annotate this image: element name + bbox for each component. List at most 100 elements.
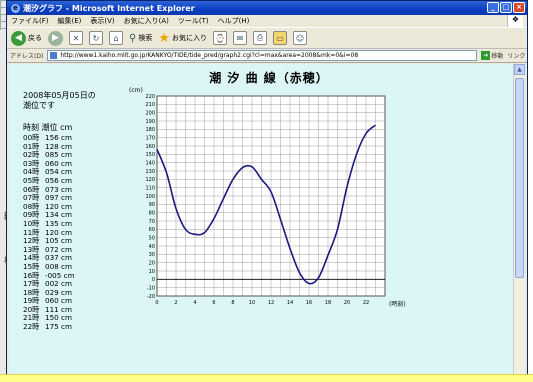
menu-help[interactable]: ヘルプ(H) (217, 17, 250, 25)
tide-time: 00時 (23, 133, 40, 142)
tide-time: 09時 (23, 210, 40, 220)
print-button[interactable]: ⎙ (252, 31, 267, 45)
folder-button[interactable]: ▭ (272, 31, 287, 45)
favorites-label: お気に入り (171, 34, 207, 42)
y-tick-label: 70 (149, 219, 155, 225)
browser-window: e 潮汐グラフ - Microsoft Internet Explorer _ … (6, 0, 528, 376)
tide-row: 11時 120 cm (23, 227, 123, 238)
forward-button[interactable]: ▶ (48, 30, 63, 46)
scroll-thumb[interactable] (515, 78, 524, 278)
y-tick-label: 10 (149, 269, 155, 275)
tide-time: 04時 (23, 167, 40, 177)
refresh-button[interactable]: ↻ (89, 31, 103, 45)
date-line-1: 2008年05月05日の (23, 91, 96, 100)
tide-row: 10時 135 cm (23, 218, 123, 229)
tide-row: 21時 150 cm (23, 314, 123, 323)
tide-time: 14時 (23, 253, 40, 263)
tide-level: 060 cm (45, 296, 72, 306)
address-bar: アドレス(D) http://www1.kaiho.mlit.go.jp/KAN… (7, 49, 527, 63)
messenger-button[interactable]: ☺ (292, 31, 307, 45)
maximize-button[interactable]: □ (500, 2, 512, 13)
mail-button[interactable]: ✉ (232, 31, 247, 45)
menu-view[interactable]: 表示(V) (90, 17, 115, 25)
search-icon: ⚲ (129, 32, 137, 44)
favorites-star-icon: ★ (158, 30, 170, 46)
address-input[interactable]: http://www1.kaiho.mlit.go.jp/KANKYO/TIDE… (47, 50, 478, 61)
tide-level: 150 cm (45, 313, 72, 323)
menu-edit[interactable]: 編集(E) (57, 17, 82, 25)
tide-level: 037 cm (45, 253, 72, 263)
x-tick-labels: 0 2 4 6 8 10 12 14 16 18 20 22 (155, 300, 369, 306)
y-tick-label: 200 (145, 110, 155, 116)
x-tick-label: 0 (155, 300, 158, 306)
y-tick-label: 30 (149, 252, 155, 258)
window-controls: _ □ × (487, 2, 525, 13)
y-tick-label: 120 (145, 177, 155, 183)
back-arrow-icon: ◀ (11, 30, 26, 46)
back-label: 戻る (28, 34, 42, 42)
links-label[interactable]: リンク (507, 53, 526, 60)
vertical-scrollbar[interactable]: ▲ (513, 64, 525, 375)
y-tick-label: -20 (147, 294, 155, 300)
title-bar[interactable]: e 潮汐グラフ - Microsoft Internet Explorer _ … (7, 1, 527, 15)
home-button[interactable]: ⌂ (109, 31, 123, 45)
tide-time: 10時 (23, 218, 40, 228)
tide-level: 156 cm (45, 133, 72, 142)
y-tick-label: 160 (145, 144, 155, 150)
tide-level: 073 cm (45, 184, 72, 194)
tide-level: 134 cm (45, 210, 72, 220)
x-tick-label: 10 (249, 300, 255, 306)
tide-row: 16時 -005 cm (23, 271, 123, 281)
address-label: アドレス(D) (10, 53, 44, 60)
y-tick-label: 140 (145, 160, 155, 166)
ie-logo-icon: e (11, 3, 20, 13)
tide-row: 03時 060 cm (23, 158, 123, 169)
menu-favorites[interactable]: お気に入り(A) (123, 17, 169, 25)
x-tick-label: 20 (344, 300, 350, 306)
tide-time: 18時 (23, 287, 40, 297)
tide-level: 128 cm (45, 141, 72, 151)
tide-level: 120 cm (45, 201, 72, 211)
minimize-button[interactable]: _ (487, 2, 499, 13)
tide-time: 06時 (23, 184, 40, 194)
chart-title: 潮 汐 曲 線（赤穂） (209, 70, 329, 85)
y-tick-label: 170 (145, 135, 155, 141)
scroll-up-arrow-icon[interactable]: ▲ (514, 64, 525, 75)
tide-row: 02時 085 cm (23, 150, 123, 160)
tide-time: 20時 (23, 304, 40, 314)
x-tick-label: 14 (287, 300, 293, 306)
search-button[interactable]: ⚲ 検索 (129, 33, 152, 44)
chart-grid (156, 95, 386, 297)
tide-row: 01時 128 cm (23, 141, 123, 152)
tide-level: 060 cm (45, 158, 72, 168)
tide-time: 11時 (23, 227, 40, 237)
x-tick-label: 22 (363, 300, 369, 306)
x-tick-label: 8 (231, 300, 234, 306)
history-button[interactable]: ⌚ (212, 31, 227, 45)
tide-time: 21時 (23, 313, 40, 323)
tide-time: 05時 (23, 175, 40, 185)
tide-row: 15時 008 cm (23, 261, 123, 272)
tide-level: 008 cm (45, 261, 72, 271)
tide-time: 01時 (23, 141, 40, 151)
col-time-header: 時刻 (23, 123, 39, 132)
tide-time: 15時 (23, 261, 40, 271)
menu-file[interactable]: ファイル(F) (11, 17, 49, 25)
favorites-button[interactable]: ★ お気に入り (158, 31, 207, 46)
close-button[interactable]: × (513, 2, 525, 13)
stop-button[interactable]: ✕ (69, 31, 83, 45)
tide-chart: 潮 汐 曲 線（赤穂） (cm) (時刻) -20-10010203040506… (129, 70, 406, 308)
menu-tools[interactable]: ツール(T) (177, 17, 209, 25)
tide-level: 054 cm (45, 167, 72, 177)
tide-level: 175 cm (45, 322, 72, 332)
back-button[interactable]: ◀ 戻る (11, 30, 42, 46)
col-unit-header: cm (60, 123, 73, 132)
tide-row: 09時 134 cm (23, 211, 123, 220)
x-tick-label: 18 (325, 300, 331, 306)
x-tick-label: 12 (268, 300, 274, 306)
tide-table: 00時 156 cm 01時 128 cm 02時 085 cm 03時 060 cm 04時 0… (23, 133, 123, 332)
x-axis-unit: (時刻) (389, 300, 406, 308)
tide-row: 06時 073 cm (23, 184, 123, 195)
go-button[interactable]: ➜ 移動 (481, 51, 503, 60)
